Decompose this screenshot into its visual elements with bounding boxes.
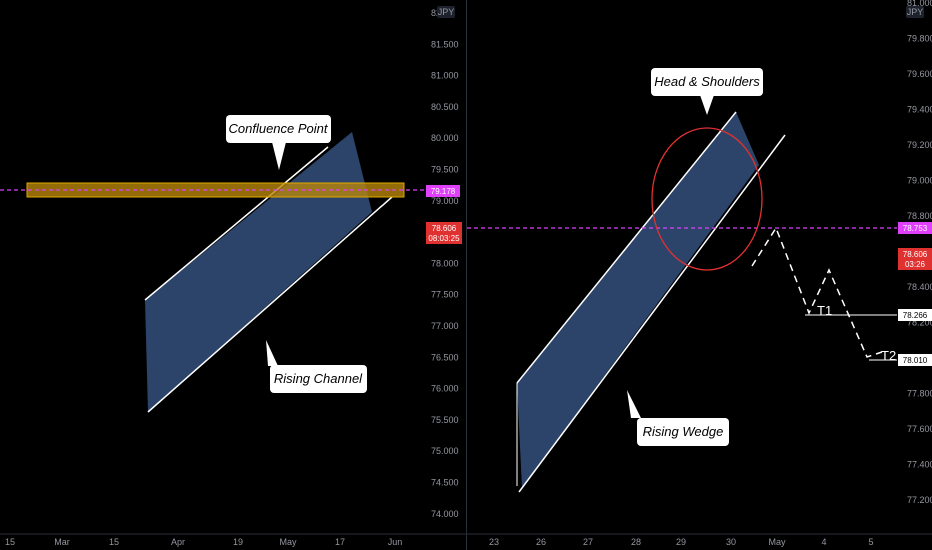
svg-text:08:03:25: 08:03:25 (428, 234, 460, 243)
price-tick-label: 78.800 (907, 211, 932, 221)
time-tick-label: 19 (233, 537, 243, 547)
right-neckline-price-tag: 78.753 (898, 222, 932, 234)
time-tick-label: May (768, 537, 786, 547)
left-last-price-tag: 78.606 08:03:25 (426, 222, 462, 244)
confluence-callout[interactable]: Confluence Point (226, 115, 331, 170)
left-price-axis[interactable] (424, 0, 466, 534)
left-chart-pane[interactable]: Confluence Point Rising Channel 82 81.500… (0, 0, 466, 550)
time-tick-label: 30 (726, 537, 736, 547)
left-currency-tag: JPY (437, 6, 455, 18)
right-chart-pane[interactable]: T1 T2 Head & Shoulders Rising Wedge 81.0… (466, 0, 932, 550)
svg-text:JPY: JPY (907, 7, 924, 17)
rising-wedge-callout-label: Rising Wedge (643, 424, 724, 439)
rising-channel-callout-label: Rising Channel (274, 371, 363, 386)
confluence-callout-label: Confluence Point (228, 121, 328, 136)
projected-path[interactable] (751, 226, 883, 358)
price-tick-label: 74.000 (431, 509, 459, 519)
wedge-lower-line[interactable] (518, 134, 786, 493)
price-tick-label: 78.400 (907, 282, 932, 292)
right-last-price-tag: 78.606 03:26 (898, 248, 932, 270)
right-target1-price-tag: 78.266 (898, 309, 932, 321)
time-tick-label: Jun (388, 537, 403, 547)
price-tick-label: 77.500 (431, 290, 459, 300)
price-tick-label: 79.500 (431, 165, 459, 175)
svg-text:03:26: 03:26 (905, 260, 926, 269)
price-tick-label: 79.800 (907, 34, 932, 44)
price-tick-label: 77.600 (907, 424, 932, 434)
svg-text:78.753: 78.753 (903, 224, 928, 233)
time-tick-label: 15 (5, 537, 15, 547)
price-tick-label: 78.200 (907, 318, 932, 328)
head-shoulders-callout[interactable]: Head & Shoulders (651, 68, 763, 115)
left-resistance-price-tag: 79.178 (426, 185, 460, 197)
svg-text:78.606: 78.606 (432, 224, 457, 233)
price-tick-label: 75.000 (431, 446, 459, 456)
price-tick-label: 81.000 (907, 0, 932, 8)
left-chart-svg[interactable]: Confluence Point Rising Channel 82 81.500… (0, 0, 466, 550)
head-shoulders-circle[interactable] (651, 127, 763, 271)
price-tick-label: 79.000 (431, 196, 459, 206)
time-tick-label: Mar (54, 537, 70, 547)
price-tick-label: 75.500 (431, 415, 459, 425)
price-tick-label: 77.800 (907, 389, 932, 399)
rising-channel-callout[interactable]: Rising Channel (266, 340, 367, 393)
right-time-axis-labels: 23 26 27 28 29 30 May 4 5 (489, 537, 874, 547)
time-tick-label: Apr (171, 537, 185, 547)
left-time-axis[interactable] (0, 534, 466, 550)
wedge-upper-line[interactable] (516, 111, 737, 384)
svg-text:78.266: 78.266 (903, 311, 928, 320)
time-tick-label: 15 (109, 537, 119, 547)
price-tick-label: 78.000 (431, 258, 459, 268)
time-tick-label: 27 (583, 537, 593, 547)
target1-label: T1 (817, 303, 832, 318)
time-tick-label: 29 (676, 537, 686, 547)
time-tick-label: 5 (868, 537, 873, 547)
right-target2-price-tag: 78.010 (898, 354, 932, 366)
price-tick-label: 82 (431, 8, 441, 18)
time-tick-label: 4 (821, 537, 826, 547)
target2-label: T2 (881, 348, 896, 363)
time-tick-label: 17 (335, 537, 345, 547)
time-tick-label: 28 (631, 537, 641, 547)
price-tick-label: 76.000 (431, 384, 459, 394)
price-tick-label: 77.000 (431, 321, 459, 331)
left-time-axis-labels: 15 Mar 15 Apr 19 May 17 Jun (5, 537, 402, 547)
svg-text:JPY: JPY (438, 7, 455, 17)
channel-lower-line[interactable] (147, 196, 393, 413)
channel-upper-line[interactable] (144, 146, 329, 301)
price-tick-label: 80.000 (431, 133, 459, 143)
rising-wedge-callout[interactable]: Rising Wedge (627, 390, 729, 446)
price-tick-label: 74.500 (431, 478, 459, 488)
svg-text:78.606: 78.606 (903, 250, 928, 259)
svg-text:79.178: 79.178 (431, 187, 456, 196)
price-tick-label: 79.000 (907, 176, 932, 186)
price-tick-label: 79.400 (907, 105, 932, 115)
rising-channel-area (145, 132, 372, 412)
resistance-zone[interactable] (26, 182, 405, 198)
rising-wedge-area (517, 112, 759, 488)
right-currency-tag: JPY (906, 6, 924, 18)
svg-text:78.010: 78.010 (903, 356, 928, 365)
price-tick-label: 81.000 (431, 71, 459, 81)
right-time-axis[interactable] (467, 534, 932, 550)
right-chart-svg[interactable]: T1 T2 Head & Shoulders Rising Wedge 81.0… (467, 0, 932, 550)
price-tick-label: 79.600 (907, 69, 932, 79)
time-tick-label: 23 (489, 537, 499, 547)
price-tick-label: 81.500 (431, 39, 459, 49)
time-tick-label: 26 (536, 537, 546, 547)
price-tick-label: 80.500 (431, 102, 459, 112)
time-tick-label: May (279, 537, 297, 547)
price-tick-label: 77.200 (907, 495, 932, 505)
price-tick-label: 76.500 (431, 352, 459, 362)
head-shoulders-callout-label: Head & Shoulders (654, 74, 760, 89)
price-tick-label: 79.200 (907, 140, 932, 150)
price-tick-label: 77.400 (907, 460, 932, 470)
